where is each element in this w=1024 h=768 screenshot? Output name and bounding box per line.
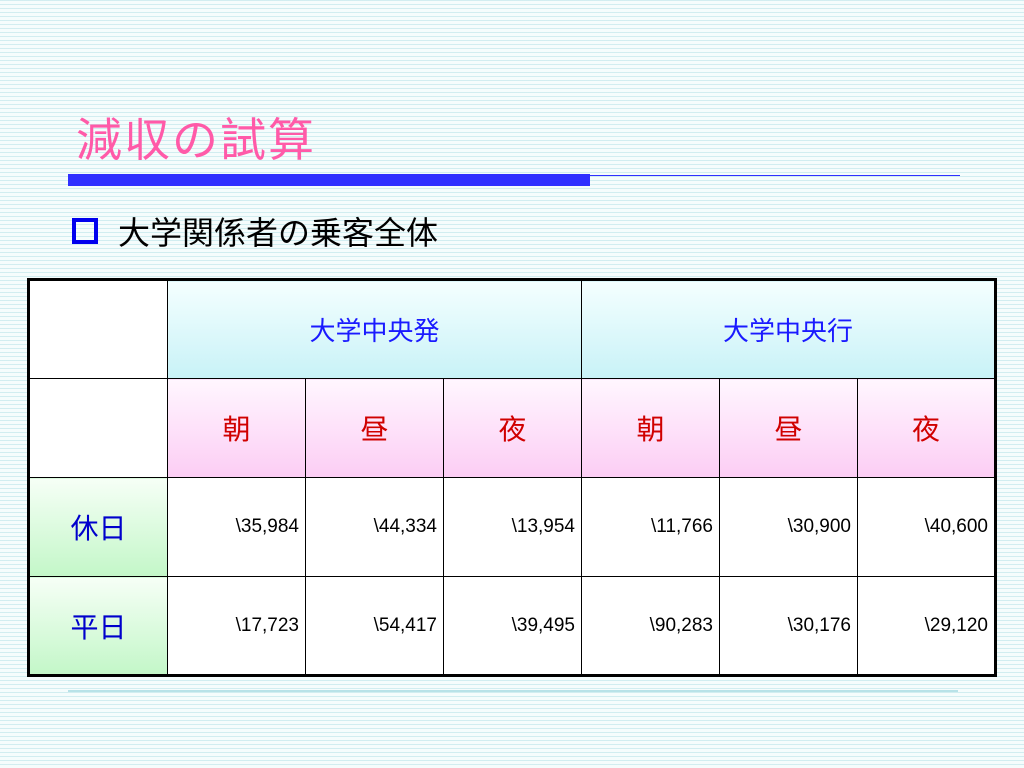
empty-corner-cell	[28, 279, 168, 379]
period-header: 夜	[857, 378, 996, 478]
table-cell: \54,417	[305, 576, 444, 676]
period-header: 朝	[167, 378, 306, 478]
table-cell: \30,900	[719, 477, 858, 577]
group-header-departure: 大学中央発	[167, 279, 582, 379]
title-underline-thin	[590, 175, 960, 176]
footer-divider	[68, 690, 958, 692]
table-cell: \13,954	[443, 477, 582, 577]
group-header-arrival: 大学中央行	[581, 279, 996, 379]
period-header: 夜	[443, 378, 582, 478]
table-cell: \44,334	[305, 477, 444, 577]
period-header: 昼	[719, 378, 858, 478]
table-cell: \39,495	[443, 576, 582, 676]
table-cell: \29,120	[857, 576, 996, 676]
title-underline-thick	[68, 174, 590, 186]
table-cell: \40,600	[857, 477, 996, 577]
period-header-row: 朝 昼 夜 朝 昼 夜	[28, 378, 996, 478]
table-cell: \17,723	[167, 576, 306, 676]
table-cell: \90,283	[581, 576, 720, 676]
table-row: 休日 \35,984 \44,334 \13,954 \11,766 \30,9…	[28, 477, 996, 577]
bullet-item: 大学関係者の乗客全体	[72, 208, 438, 254]
table-cell: \30,176	[719, 576, 858, 676]
square-bullet-icon	[72, 218, 98, 244]
table-row: 平日 \17,723 \54,417 \39,495 \90,283 \30,1…	[28, 576, 996, 676]
row-label-weekday: 平日	[28, 576, 168, 676]
revenue-table: 大学中央発 大学中央行 朝 昼 夜 朝 昼 夜 休日 \35,984 \44,3…	[27, 278, 997, 677]
empty-corner-cell	[28, 378, 168, 478]
row-label-holiday: 休日	[28, 477, 168, 577]
table-cell: \35,984	[167, 477, 306, 577]
bullet-text: 大学関係者の乗客全体	[118, 214, 439, 252]
period-header: 朝	[581, 378, 720, 478]
slide-title: 減収の試算	[76, 113, 316, 167]
table-cell: \11,766	[581, 477, 720, 577]
group-header-row: 大学中央発 大学中央行	[28, 279, 996, 379]
period-header: 昼	[305, 378, 444, 478]
